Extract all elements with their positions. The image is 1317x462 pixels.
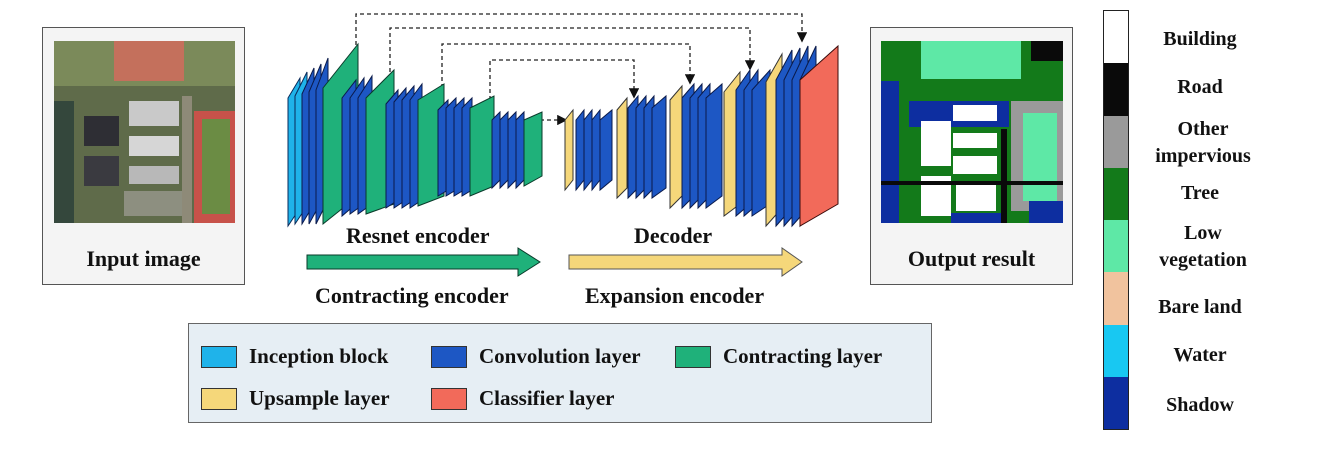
contracting-layer (523, 111, 543, 187)
class-swatch-water (1104, 324, 1128, 377)
class-label-shadow: Shadow (1166, 394, 1234, 416)
satellite-input-image (54, 41, 235, 223)
class-label-bare-land: Bare land (1158, 296, 1242, 318)
conv-layer (599, 108, 613, 192)
conv-layer (491, 110, 501, 190)
legend-swatch (201, 345, 237, 368)
legend-label: Convolution layer (479, 344, 641, 368)
skip-connection-2 (389, 27, 756, 72)
class-swatch-road (1104, 63, 1128, 116)
skip-connections (355, 13, 808, 126)
conv-layer (575, 108, 585, 192)
segmentation-output-image (881, 41, 1063, 223)
class-label-water: Water (1173, 344, 1227, 366)
class-swatch-building (1104, 11, 1128, 64)
legend-item-convolution: Convolution layer (431, 344, 641, 369)
legend-item-upsample: Upsample layer (201, 386, 390, 411)
expansion-encoder-label: Expansion encoder (585, 283, 765, 308)
encoder-block-5 (491, 110, 543, 190)
legend-item-contracting: Contracting layer (675, 344, 882, 369)
class-swatch-bare-land (1104, 272, 1128, 325)
legend-swatch (431, 345, 467, 368)
conv-layer (515, 110, 525, 190)
skip-connection-4 (489, 59, 640, 100)
input-image-panel: Input image (42, 27, 245, 285)
decoder-block-2 (616, 94, 667, 200)
legend-label: Classifier layer (479, 386, 615, 410)
layer-legend: Inception block Convolution layer Contra… (188, 323, 932, 423)
legend-label: Upsample layer (249, 386, 390, 410)
class-swatch-shadow (1104, 376, 1128, 429)
legend-item-inception: Inception block (201, 344, 388, 369)
skip-connection-3 (441, 43, 696, 88)
legend-swatch (201, 387, 237, 410)
conv-layer (507, 110, 517, 190)
contracting-arrow (306, 247, 541, 277)
upsample-layer (564, 108, 574, 192)
class-label-other-impervious: Other impervious (1155, 118, 1251, 167)
class-swatch-other-impervious (1104, 115, 1128, 168)
legend-label: Contracting layer (723, 344, 883, 368)
conv-layer (705, 82, 723, 209)
output-result-label: Output result (907, 246, 1036, 271)
decoder-block-4 (723, 68, 771, 218)
skip-connection-1 (355, 13, 808, 45)
expansion-arrow (568, 247, 803, 277)
upsample-layer (616, 96, 628, 200)
legend-label: Inception block (249, 344, 389, 368)
conv-layer (591, 108, 601, 192)
conv-layer (651, 94, 667, 199)
encoder-block-4 (437, 95, 495, 197)
resnet-encoder-label: Resnet encoder (346, 223, 490, 248)
conv-layer (499, 110, 509, 190)
class-swatch-tree (1104, 167, 1128, 220)
class-label-tree: Tree (1180, 182, 1220, 204)
contracting-layer (469, 95, 495, 197)
decoder-label: Decoder (634, 223, 713, 248)
class-swatch-low-vegetation (1104, 220, 1128, 273)
classifier-layer (799, 44, 839, 227)
decoder-block-3 (669, 82, 723, 210)
input-image-label: Input image (86, 246, 201, 271)
class-label-low-vegetation: Low vegetation (1159, 222, 1247, 271)
output-result-panel: Output result (870, 27, 1073, 285)
legend-item-classifier: Classifier layer (431, 386, 615, 411)
decoder-block-1 (564, 108, 613, 192)
conv-layer (583, 108, 593, 192)
legend-swatch (431, 387, 467, 410)
decoder-block-5 (765, 44, 839, 228)
class-color-scale (1103, 10, 1129, 430)
legend-swatch (675, 345, 711, 368)
encoder-block-3 (385, 82, 445, 209)
contracting-encoder-label: Contracting encoder (315, 283, 509, 308)
upsample-layer (669, 84, 683, 210)
class-label-road: Road (1177, 76, 1223, 98)
class-label-building: Building (1163, 28, 1237, 50)
